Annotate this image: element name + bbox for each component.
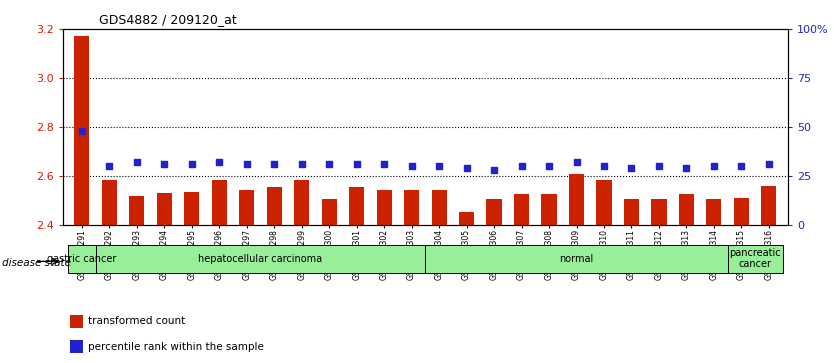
Bar: [294, 180, 309, 225]
Text: transformed count: transformed count: [88, 316, 185, 326]
Point: [625, 165, 638, 171]
Point: [707, 163, 721, 169]
Bar: [70, 340, 83, 354]
Bar: [129, 196, 144, 225]
Point: [268, 162, 281, 167]
Bar: [486, 199, 501, 225]
Bar: [157, 193, 172, 225]
Point: [213, 159, 226, 165]
Text: hepatocellular carcinoma: hepatocellular carcinoma: [198, 254, 323, 264]
Point: [75, 128, 88, 134]
Bar: [459, 212, 474, 225]
Point: [680, 165, 693, 171]
Point: [405, 163, 419, 169]
Bar: [706, 199, 721, 225]
Point: [735, 163, 748, 169]
Point: [542, 163, 555, 169]
Point: [378, 162, 391, 167]
Point: [762, 162, 776, 167]
Bar: [734, 198, 749, 225]
Bar: [727, 245, 782, 273]
Text: GDS4882 / 209120_at: GDS4882 / 209120_at: [98, 13, 237, 26]
Point: [350, 162, 364, 167]
Point: [432, 163, 445, 169]
Text: disease state: disease state: [2, 258, 71, 268]
Point: [597, 163, 610, 169]
Bar: [267, 187, 282, 225]
Bar: [184, 192, 199, 225]
Text: percentile rank within the sample: percentile rank within the sample: [88, 342, 264, 352]
Bar: [70, 315, 83, 328]
Bar: [212, 180, 227, 225]
Point: [295, 162, 309, 167]
Text: pancreatic
cancer: pancreatic cancer: [730, 248, 781, 269]
Point: [130, 159, 143, 165]
Bar: [377, 189, 392, 225]
Point: [515, 163, 528, 169]
Bar: [569, 174, 584, 225]
Bar: [68, 245, 96, 273]
Point: [103, 163, 116, 169]
Bar: [322, 199, 337, 225]
Point: [460, 165, 473, 171]
Bar: [596, 180, 611, 225]
Text: normal: normal: [560, 254, 594, 264]
Bar: [431, 189, 447, 225]
Bar: [651, 199, 666, 225]
Point: [185, 162, 198, 167]
Bar: [624, 199, 639, 225]
Bar: [425, 245, 727, 273]
Bar: [74, 36, 89, 225]
Bar: [514, 195, 529, 225]
Point: [240, 162, 254, 167]
Point: [487, 167, 500, 173]
Bar: [239, 189, 254, 225]
Bar: [541, 195, 556, 225]
Bar: [761, 186, 776, 225]
Bar: [349, 187, 364, 225]
Point: [570, 159, 583, 165]
Bar: [404, 189, 420, 225]
Point: [158, 162, 171, 167]
Point: [652, 163, 666, 169]
Bar: [679, 195, 694, 225]
Point: [323, 162, 336, 167]
Bar: [102, 180, 117, 225]
Bar: [96, 245, 425, 273]
Text: gastric cancer: gastric cancer: [47, 254, 117, 264]
